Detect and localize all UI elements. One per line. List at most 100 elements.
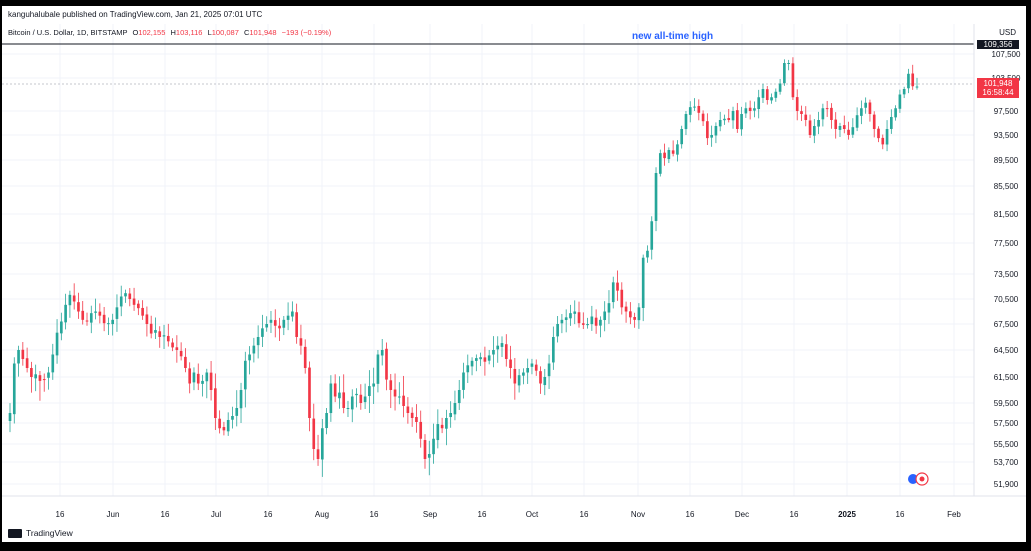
candle-body: [17, 350, 20, 364]
candle-body: [783, 63, 786, 84]
tradingview-logo-icon: [8, 528, 22, 538]
candle-body: [556, 324, 559, 337]
publisher-line: kanguhalubale published on TradingView.c…: [8, 10, 263, 19]
candle-body: [577, 312, 581, 324]
candle-body: [34, 374, 37, 379]
candle-body: [235, 408, 239, 416]
candle-body: [847, 129, 850, 135]
low-value: 100,087: [211, 28, 239, 37]
candle-body: [209, 372, 213, 390]
candle-body: [214, 388, 217, 418]
candle-body: [902, 89, 906, 95]
high-label: H: [170, 28, 176, 37]
x-tick-label: 16: [896, 510, 905, 519]
candle-body: [808, 120, 812, 135]
events-icon[interactable]: [907, 472, 931, 486]
candle-body: [132, 298, 136, 305]
candle-body: [445, 418, 448, 429]
x-tick-label: Sep: [423, 510, 438, 519]
candle-body: [890, 117, 893, 129]
candle-body: [560, 319, 564, 324]
candle-body: [611, 282, 615, 303]
candle-body: [539, 371, 542, 384]
candle-body: [8, 413, 12, 421]
candle-body: [885, 129, 889, 145]
candle-body: [513, 368, 517, 384]
candle-body: [406, 406, 410, 413]
candle-body: [385, 348, 388, 380]
x-tick-label: Aug: [315, 510, 329, 519]
candle-body: [552, 337, 555, 363]
candle-body: [522, 372, 525, 376]
candle-body: [175, 347, 179, 350]
candle-body: [791, 63, 795, 98]
candle-body: [436, 424, 440, 441]
candle-body: [389, 380, 393, 390]
candle-body: [282, 319, 286, 328]
y-tick-label: 73,500: [994, 270, 1019, 279]
candle-body: [397, 396, 401, 398]
candle-body: [320, 428, 324, 460]
candle-body: [671, 150, 675, 154]
ath-price-tag: 109,356: [977, 40, 1019, 49]
candle-body: [299, 338, 303, 346]
candle-body: [30, 368, 33, 377]
candle-body: [333, 383, 337, 397]
candle-body: [581, 323, 585, 325]
candle-body: [179, 350, 183, 357]
currency-label[interactable]: USD: [999, 28, 1016, 37]
y-tick-label: 64,500: [994, 346, 1019, 355]
chart-frame: 107,500103,50097,50093,50089,50085,50081…: [2, 6, 1026, 542]
candle-body: [124, 293, 127, 297]
x-tick-label: 16: [580, 510, 589, 519]
candle-body: [47, 372, 50, 378]
candle-body: [817, 120, 820, 127]
candle-body: [410, 412, 414, 418]
candle-body: [346, 408, 350, 409]
candle-body: [312, 418, 316, 449]
candle-body: [453, 403, 457, 415]
tradingview-footer[interactable]: TradingView: [8, 528, 73, 538]
candle-body: [475, 358, 478, 361]
candle-body: [710, 135, 713, 138]
candle-body: [646, 250, 649, 258]
candle-body: [363, 396, 367, 403]
candle-body: [12, 363, 16, 415]
candle-body: [680, 129, 684, 145]
candle-body: [265, 324, 269, 328]
candlestick-chart[interactable]: 107,500103,50097,50093,50089,50085,50081…: [2, 6, 1026, 542]
y-tick-label: 85,500: [994, 182, 1019, 191]
candle-body: [286, 315, 290, 320]
candle-body: [25, 358, 29, 368]
candle-body: [81, 310, 85, 320]
candles: [8, 57, 919, 477]
x-tick-label: 16: [264, 510, 273, 519]
candle-body: [676, 144, 679, 155]
x-tick-label: Dec: [735, 510, 749, 519]
candle-body: [55, 332, 59, 356]
candle-body: [761, 89, 765, 98]
candle-body: [693, 106, 696, 108]
candle-body: [744, 108, 748, 114]
candle-body: [218, 418, 221, 429]
candle-body: [834, 119, 838, 129]
candle-body: [372, 383, 375, 387]
candle-body: [256, 337, 260, 346]
y-tick-label: 51,900: [994, 480, 1019, 489]
candle-body: [98, 311, 102, 316]
candle-body: [658, 153, 662, 174]
open-value: 102,155: [138, 28, 166, 37]
candle-body: [842, 125, 846, 129]
candle-body: [51, 354, 55, 373]
y-tick-label: 107,500: [992, 50, 1021, 59]
candle-body: [427, 454, 431, 458]
candle-body: [380, 350, 384, 356]
candle-body: [243, 360, 247, 390]
candle-body: [526, 368, 530, 373]
candle-body: [77, 302, 80, 312]
candle-body: [231, 416, 234, 420]
candle-body: [85, 320, 89, 322]
candle-body: [329, 383, 333, 414]
candle-body: [483, 357, 487, 362]
y-tick-label: 93,500: [994, 131, 1019, 140]
